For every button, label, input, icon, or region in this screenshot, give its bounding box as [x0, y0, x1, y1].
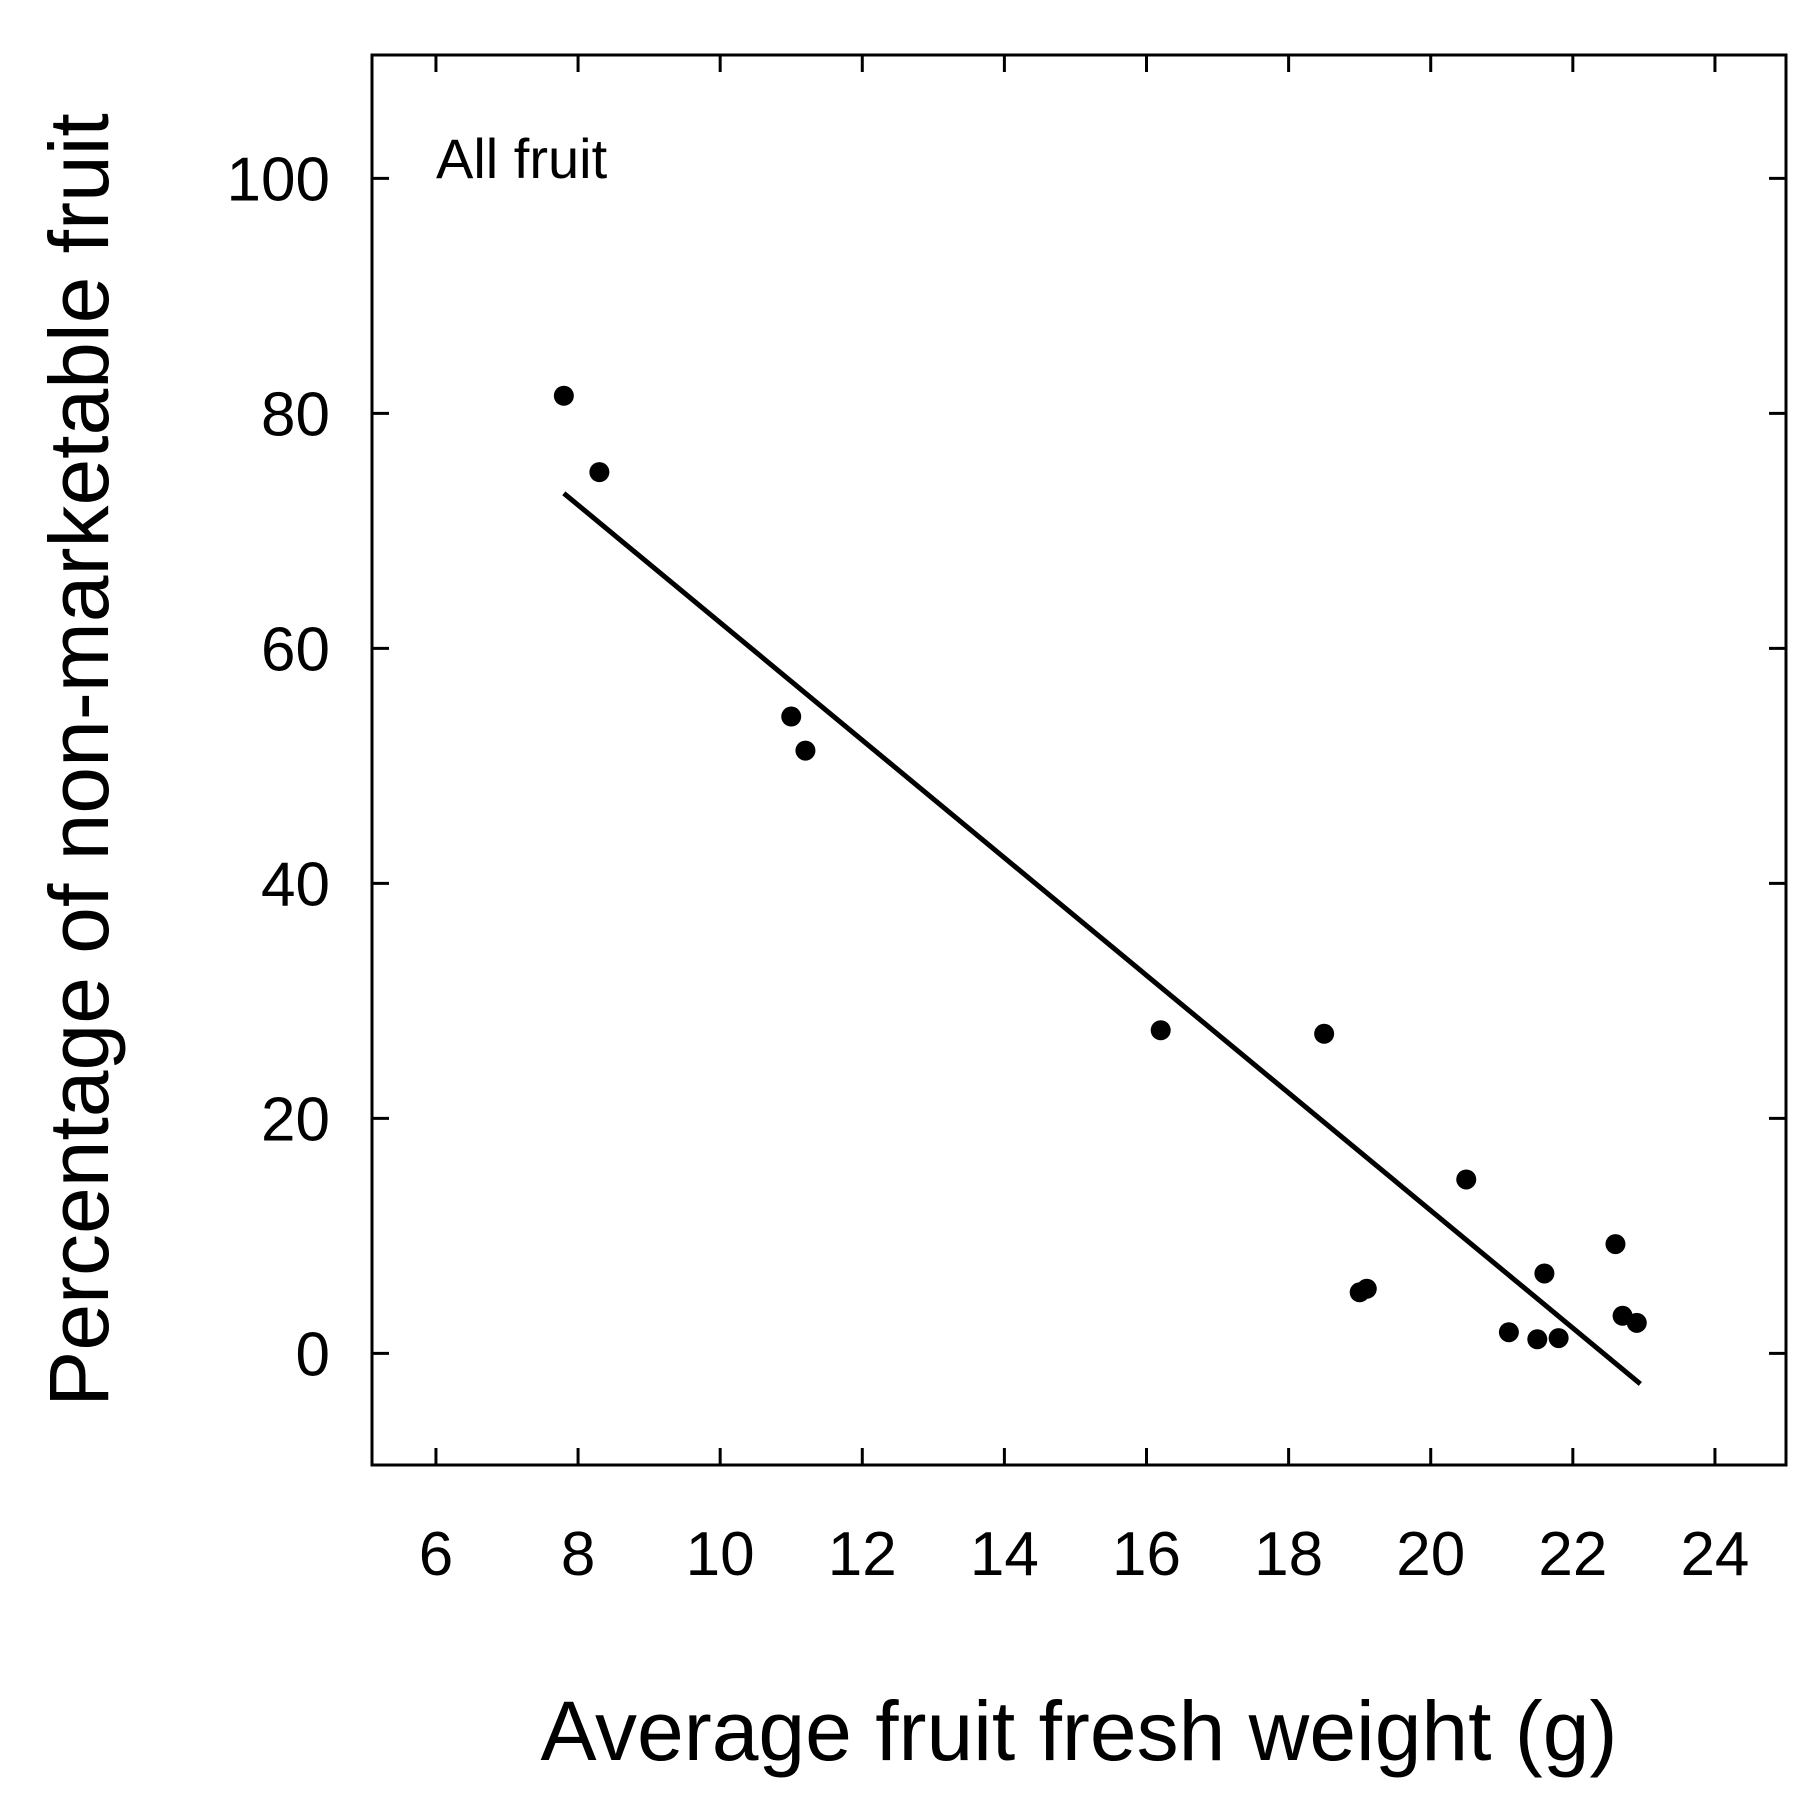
data-point	[1150, 1020, 1171, 1041]
data-point	[795, 740, 816, 761]
x-tick-label: 14	[970, 1520, 1039, 1589]
x-tick-label: 22	[1538, 1520, 1607, 1589]
data-points	[553, 385, 1647, 1350]
x-tick-label: 12	[828, 1520, 897, 1589]
x-tick-label: 16	[1112, 1520, 1181, 1589]
x-tick-label: 18	[1254, 1520, 1323, 1589]
y-tick-label: 0	[296, 1320, 330, 1389]
data-point	[1498, 1322, 1519, 1343]
y-tick-label: 40	[261, 850, 330, 919]
y-axis-title: Percentage of non-marketable fruit	[32, 113, 126, 1406]
x-tick-label: 8	[561, 1520, 595, 1589]
data-point	[1534, 1263, 1555, 1284]
data-point	[1605, 1234, 1626, 1255]
plot-frame	[370, 53, 1788, 1467]
data-point	[553, 385, 574, 406]
x-axis-title: Average fruit fresh weight (g)	[541, 1684, 1618, 1778]
data-point	[1456, 1169, 1477, 1190]
y-tick-label: 100	[227, 145, 330, 214]
data-point	[1626, 1312, 1647, 1333]
axis-ticks	[372, 55, 1786, 1465]
data-point	[589, 462, 610, 483]
y-tick-label: 80	[261, 380, 330, 449]
data-point	[1527, 1329, 1548, 1350]
x-tick-label: 24	[1680, 1520, 1749, 1589]
panel-annotation: All fruit	[436, 127, 608, 190]
regression-line-group	[562, 491, 1642, 1386]
regression-line	[562, 491, 1642, 1386]
y-tick-label: 20	[261, 1085, 330, 1154]
axis-tick-labels: 6 8 10 12 14 16 18 20 22 24 0 20 40 60 80 100	[227, 145, 1750, 1589]
data-point	[781, 706, 802, 727]
data-point	[1548, 1328, 1569, 1349]
data-point	[1314, 1023, 1335, 1044]
x-tick-label: 10	[686, 1520, 755, 1589]
data-point	[1356, 1278, 1377, 1299]
x-tick-label: 20	[1396, 1520, 1465, 1589]
y-tick-label: 60	[261, 615, 330, 684]
x-tick-label: 6	[419, 1520, 453, 1589]
